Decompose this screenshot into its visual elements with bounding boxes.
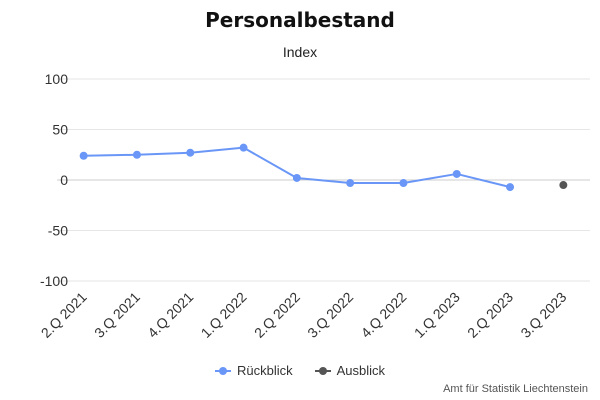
- credits: Amt für Statistik Liechtenstein: [443, 383, 588, 395]
- x-tick-label: 4.Q 2021: [144, 289, 196, 341]
- legend-label-rueckblick: Rückblick: [236, 363, 293, 378]
- data-point[interactable]: [132, 150, 141, 159]
- y-tick-label: 100: [45, 71, 69, 87]
- data-point[interactable]: [79, 151, 88, 160]
- data-point[interactable]: [559, 181, 568, 190]
- data-point[interactable]: [186, 148, 195, 157]
- x-tick-label: 2.Q 2023: [464, 289, 516, 341]
- y-tick-label: 50: [52, 122, 68, 138]
- x-tick-label: 2.Q 2022: [251, 289, 303, 341]
- legend: Rückblick Ausblick: [0, 363, 600, 378]
- x-tick-label: 1.Q 2023: [411, 289, 463, 341]
- y-tick-label: -50: [48, 223, 68, 239]
- chart-title: Personalbestand: [205, 8, 395, 32]
- chart-subtitle: Index: [282, 44, 318, 60]
- data-point[interactable]: [346, 179, 355, 188]
- data-point[interactable]: [239, 143, 248, 152]
- x-tick-label: 1.Q 2022: [198, 289, 250, 341]
- x-tick-label: 3.Q 2022: [304, 289, 356, 341]
- legend-item-ausblick[interactable]: Ausblick: [314, 363, 386, 378]
- y-tick-label: 0: [60, 172, 68, 188]
- data-point[interactable]: [399, 179, 408, 188]
- data-point[interactable]: [292, 173, 301, 182]
- x-tick-label: 4.Q 2022: [358, 289, 410, 341]
- data-point[interactable]: [506, 183, 515, 192]
- legend-item-rueckblick[interactable]: Rückblick: [214, 363, 293, 378]
- x-tick-label: 2.Q 2021: [38, 289, 90, 341]
- y-tick-label: -100: [40, 273, 68, 289]
- legend-label-ausblick: Ausblick: [336, 363, 386, 378]
- legend-swatch-rueckblick: [214, 365, 231, 377]
- data-point[interactable]: [452, 169, 461, 178]
- x-tick-label: 3.Q 2021: [91, 289, 143, 341]
- x-tick-label: 3.Q 2023: [517, 289, 569, 341]
- legend-swatch-ausblick: [314, 365, 331, 377]
